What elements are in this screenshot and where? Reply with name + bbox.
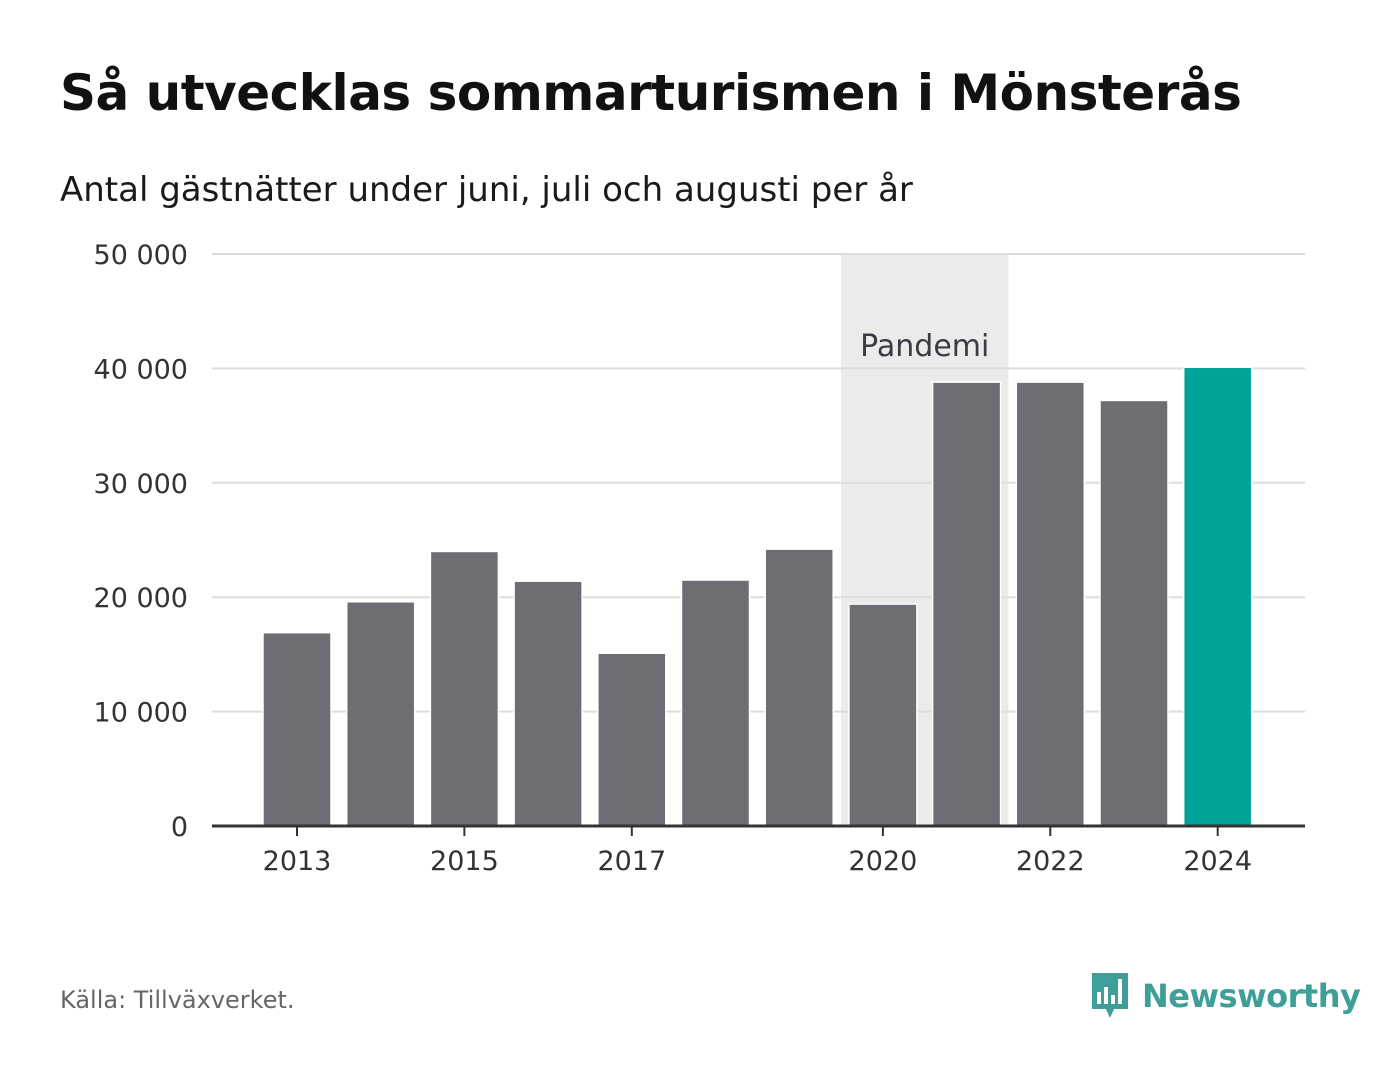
y-tick-label: 40 000	[94, 354, 188, 385]
x-tick-label: 2017	[597, 846, 666, 877]
chart-subtitle: Antal gästnätter under juni, juli och au…	[60, 170, 913, 210]
newsworthy-logo-icon	[1092, 973, 1128, 1018]
bar-2024	[1182, 366, 1253, 827]
bar-2014	[345, 601, 416, 827]
x-tick-label: 2020	[849, 846, 918, 877]
bar-2020	[848, 603, 918, 827]
y-tick-label: 10 000	[94, 698, 188, 729]
x-tick-label: 2013	[263, 846, 332, 877]
brand-logo: Newsworthy	[1090, 970, 1361, 1022]
bar-2018	[680, 579, 751, 827]
bar-2021	[931, 381, 1002, 827]
bar-2015	[429, 550, 500, 827]
y-tick-label: 30 000	[94, 469, 188, 500]
x-tick-label: 2024	[1183, 846, 1252, 877]
y-tick-label: 0	[171, 812, 188, 843]
source-note: Källa: Tillväxverket.	[60, 986, 295, 1014]
chart-title: Så utvecklas sommarturismen i Mönsterås	[60, 64, 1242, 122]
axis-layer: 0 10 000 20 000 30 000 40 000 50 000 2013 2015 2…	[94, 240, 1305, 877]
x-tick-label: 2015	[430, 846, 499, 877]
brand-name: Newsworthy	[1142, 977, 1361, 1015]
bar-2023	[1099, 399, 1169, 827]
bar-2016	[513, 580, 583, 827]
bar-2022	[1015, 381, 1086, 827]
bar-2017	[597, 652, 667, 827]
y-tick-label: 20 000	[94, 583, 188, 614]
y-tick-label: 50 000	[94, 240, 188, 271]
bar-2019	[764, 548, 834, 827]
x-tick-label: 2022	[1016, 846, 1085, 877]
bar-2013	[262, 631, 332, 827]
bar-layer	[262, 366, 1253, 827]
pandemic-label: Pandemi	[860, 329, 989, 364]
